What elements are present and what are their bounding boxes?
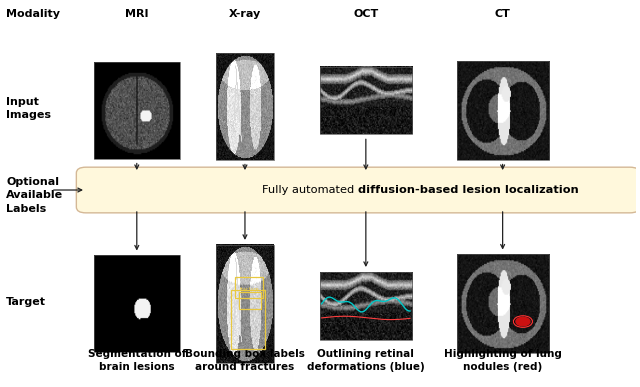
Bar: [94, 62, 180, 159]
Text: diffusion-based lesion localization: diffusion-based lesion localization: [358, 185, 579, 195]
FancyBboxPatch shape: [76, 167, 639, 213]
Bar: [216, 245, 273, 363]
Text: fracture: fracture: [240, 287, 259, 292]
Text: Modality: Modality: [6, 9, 60, 19]
Bar: [235, 277, 263, 298]
Text: Input
Images: Input Images: [6, 97, 51, 120]
Text: X-ray: X-ray: [229, 9, 261, 19]
Text: Segmentation of
brain lesions: Segmentation of brain lesions: [88, 349, 186, 372]
Text: Outlining retinal
deformations (blue): Outlining retinal deformations (blue): [307, 349, 425, 372]
Bar: [456, 255, 548, 353]
Bar: [239, 292, 261, 308]
Text: Target: Target: [6, 297, 46, 307]
Text: MRI: MRI: [125, 9, 148, 19]
Bar: [320, 67, 412, 135]
Bar: [230, 289, 265, 349]
Text: Bounding box labels
around fractures: Bounding box labels around fractures: [185, 349, 305, 372]
Bar: [456, 61, 548, 160]
Text: CT: CT: [495, 9, 511, 19]
Bar: [94, 255, 180, 352]
Text: Optional
Available
Labels: Optional Available Labels: [6, 177, 63, 214]
Text: Highlighting of lung
nodules (red): Highlighting of lung nodules (red): [444, 349, 561, 372]
Bar: [216, 53, 273, 160]
Bar: [320, 272, 412, 340]
Text: Fully automated: Fully automated: [262, 185, 358, 195]
Text: OCT: OCT: [353, 9, 378, 19]
Circle shape: [516, 317, 530, 326]
